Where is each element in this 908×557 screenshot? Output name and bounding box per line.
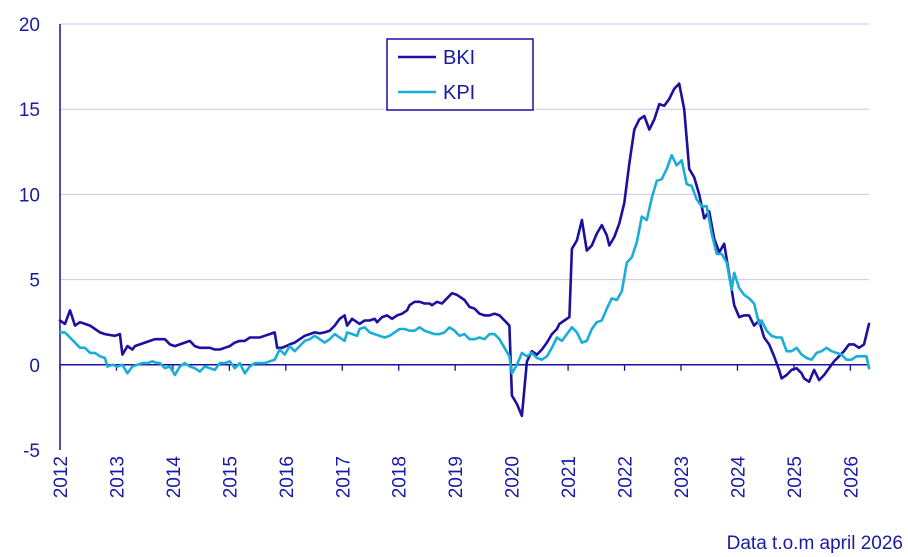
x-tick-label: 2022 bbox=[616, 456, 637, 498]
y-tick-label: 20 bbox=[19, 15, 40, 36]
y-tick-label: 5 bbox=[29, 271, 40, 292]
legend: BKI KPI bbox=[386, 38, 534, 111]
series-line-bki bbox=[58, 82, 871, 418]
x-tick-label: 2013 bbox=[107, 456, 128, 498]
x-axis-ticks: 2012 2013 2014 2015 2016 2017 2018 2019 2020 2021… bbox=[51, 364, 862, 499]
legend-box bbox=[386, 38, 534, 111]
x-tick-label: 2026 bbox=[841, 456, 862, 498]
x-tick-label: 2016 bbox=[277, 456, 298, 498]
x-tick-label: 2018 bbox=[390, 456, 411, 498]
y-tick-label: 10 bbox=[19, 185, 40, 206]
x-tick-label: 2019 bbox=[446, 456, 467, 498]
y-axis-ticks: -5 0 5 10 15 20 bbox=[19, 15, 40, 462]
series-line-kpi bbox=[58, 153, 871, 377]
legend-label-kpi: KPI bbox=[443, 82, 475, 104]
x-tick-label: 2012 bbox=[51, 456, 72, 498]
x-tick-label: 2017 bbox=[333, 456, 354, 498]
y-tick-label: -5 bbox=[23, 441, 40, 462]
axes bbox=[59, 24, 869, 450]
y-tick-label: 0 bbox=[29, 356, 40, 377]
y-tick-label: 15 bbox=[19, 100, 40, 121]
x-tick-label: 2014 bbox=[164, 456, 185, 499]
x-tick-label: 2015 bbox=[220, 456, 241, 498]
x-tick-label: 2025 bbox=[785, 456, 806, 498]
series-lines bbox=[58, 82, 871, 418]
legend-label-bki: BKI bbox=[443, 47, 475, 69]
x-tick-label: 2021 bbox=[559, 456, 580, 498]
x-tick-label: 2024 bbox=[728, 456, 749, 499]
x-tick-label: 2020 bbox=[503, 456, 524, 498]
data-note: Data t.o.m april 2026 bbox=[727, 533, 903, 554]
x-tick-label: 2023 bbox=[672, 456, 693, 498]
